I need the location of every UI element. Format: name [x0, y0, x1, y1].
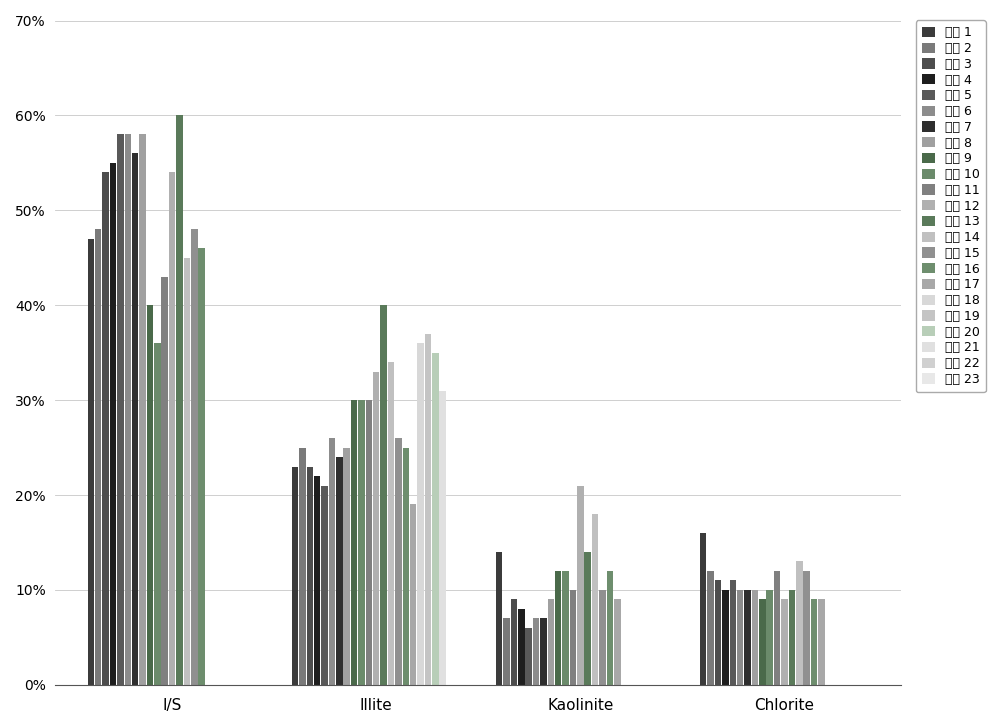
Bar	[198, 248, 205, 685]
Bar	[147, 305, 153, 685]
Bar	[722, 590, 729, 685]
Bar	[307, 467, 313, 685]
Bar	[503, 618, 510, 685]
Bar	[292, 467, 298, 685]
Bar	[607, 571, 613, 685]
Bar	[432, 352, 439, 685]
Bar	[321, 486, 328, 685]
Bar	[161, 277, 168, 685]
Bar	[132, 154, 138, 685]
Bar	[525, 628, 532, 685]
Bar	[373, 371, 379, 685]
Bar	[125, 135, 131, 685]
Bar	[555, 571, 561, 685]
Bar	[796, 561, 803, 685]
Bar	[766, 590, 773, 685]
Bar	[811, 599, 817, 685]
Bar	[759, 599, 766, 685]
Bar	[781, 599, 788, 685]
Bar	[518, 609, 525, 685]
Bar	[700, 533, 706, 685]
Bar	[715, 580, 721, 685]
Bar	[403, 448, 409, 685]
Bar	[707, 571, 714, 685]
Bar	[425, 333, 431, 685]
Bar	[117, 135, 124, 685]
Bar	[336, 457, 343, 685]
Bar	[388, 362, 394, 685]
Bar	[395, 438, 402, 685]
Bar	[548, 599, 554, 685]
Bar	[314, 476, 320, 685]
Bar	[737, 590, 743, 685]
Bar	[744, 590, 751, 685]
Bar	[592, 514, 598, 685]
Bar	[169, 173, 175, 685]
Bar	[439, 391, 446, 685]
Bar	[343, 448, 350, 685]
Bar	[154, 343, 161, 685]
Bar	[417, 343, 424, 685]
Bar	[329, 438, 335, 685]
Bar	[176, 116, 183, 685]
Bar	[789, 590, 795, 685]
Bar	[380, 305, 387, 685]
Bar	[614, 599, 621, 685]
Bar	[577, 486, 584, 685]
Bar	[110, 163, 116, 685]
Bar	[803, 571, 810, 685]
Bar	[774, 571, 780, 685]
Bar	[410, 505, 416, 685]
Bar	[752, 590, 758, 685]
Bar	[366, 400, 372, 685]
Bar	[562, 571, 569, 685]
Bar	[584, 552, 591, 685]
Bar	[358, 400, 365, 685]
Bar	[299, 448, 306, 685]
Legend: 样品 1, 样品 2, 样品 3, 样品 4, 样品 5, 样品 6, 样品 7, 样品 8, 样品 9, 样品 10, 样品 11, 样品 12, 样品 13: 样品 1, 样品 2, 样品 3, 样品 4, 样品 5, 样品 6, 样品 7…	[916, 20, 986, 392]
Bar	[102, 173, 109, 685]
Bar	[496, 552, 502, 685]
Bar	[570, 590, 576, 685]
Bar	[191, 229, 198, 685]
Bar	[351, 400, 357, 685]
Bar	[511, 599, 517, 685]
Bar	[540, 618, 547, 685]
Bar	[95, 229, 101, 685]
Bar	[88, 239, 94, 685]
Bar	[599, 590, 606, 685]
Bar	[533, 618, 539, 685]
Bar	[139, 135, 146, 685]
Bar	[184, 258, 190, 685]
Bar	[730, 580, 736, 685]
Bar	[818, 599, 825, 685]
